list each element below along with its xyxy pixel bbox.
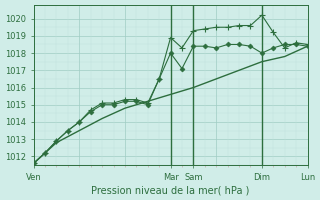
X-axis label: Pression niveau de la mer( hPa ): Pression niveau de la mer( hPa ) (92, 185, 250, 195)
